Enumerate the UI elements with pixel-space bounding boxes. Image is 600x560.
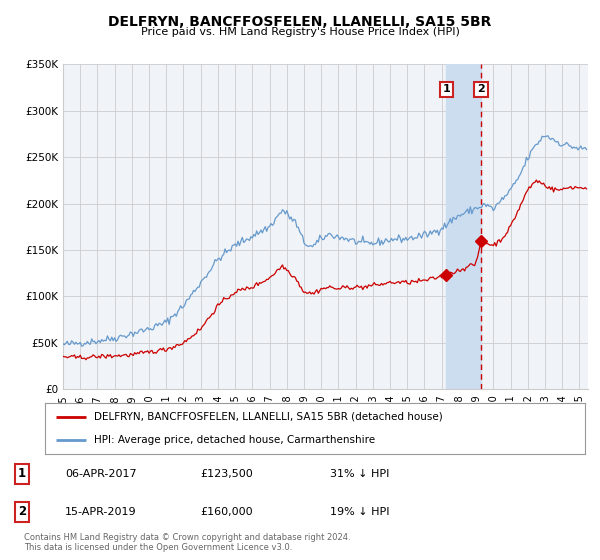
Text: Contains HM Land Registry data © Crown copyright and database right 2024.: Contains HM Land Registry data © Crown c… <box>24 533 350 542</box>
Text: HPI: Average price, detached house, Carmarthenshire: HPI: Average price, detached house, Carm… <box>94 435 375 445</box>
Text: £123,500: £123,500 <box>200 469 253 479</box>
Text: £160,000: £160,000 <box>200 507 253 517</box>
Text: 1: 1 <box>18 468 26 480</box>
Text: Price paid vs. HM Land Registry's House Price Index (HPI): Price paid vs. HM Land Registry's House … <box>140 27 460 37</box>
Text: DELFRYN, BANCFFOSFELEN, LLANELLI, SA15 5BR (detached house): DELFRYN, BANCFFOSFELEN, LLANELLI, SA15 5… <box>94 412 442 422</box>
Text: DELFRYN, BANCFFOSFELEN, LLANELLI, SA15 5BR: DELFRYN, BANCFFOSFELEN, LLANELLI, SA15 5… <box>109 15 491 29</box>
Text: 31% ↓ HPI: 31% ↓ HPI <box>330 469 389 479</box>
Text: 15-APR-2019: 15-APR-2019 <box>65 507 137 517</box>
Text: 1: 1 <box>442 85 450 95</box>
Bar <box>446 64 481 389</box>
Text: 2: 2 <box>18 505 26 518</box>
Text: 2: 2 <box>477 85 485 95</box>
Text: 19% ↓ HPI: 19% ↓ HPI <box>330 507 389 517</box>
Text: This data is licensed under the Open Government Licence v3.0.: This data is licensed under the Open Gov… <box>24 543 292 552</box>
Text: 06-APR-2017: 06-APR-2017 <box>65 469 137 479</box>
